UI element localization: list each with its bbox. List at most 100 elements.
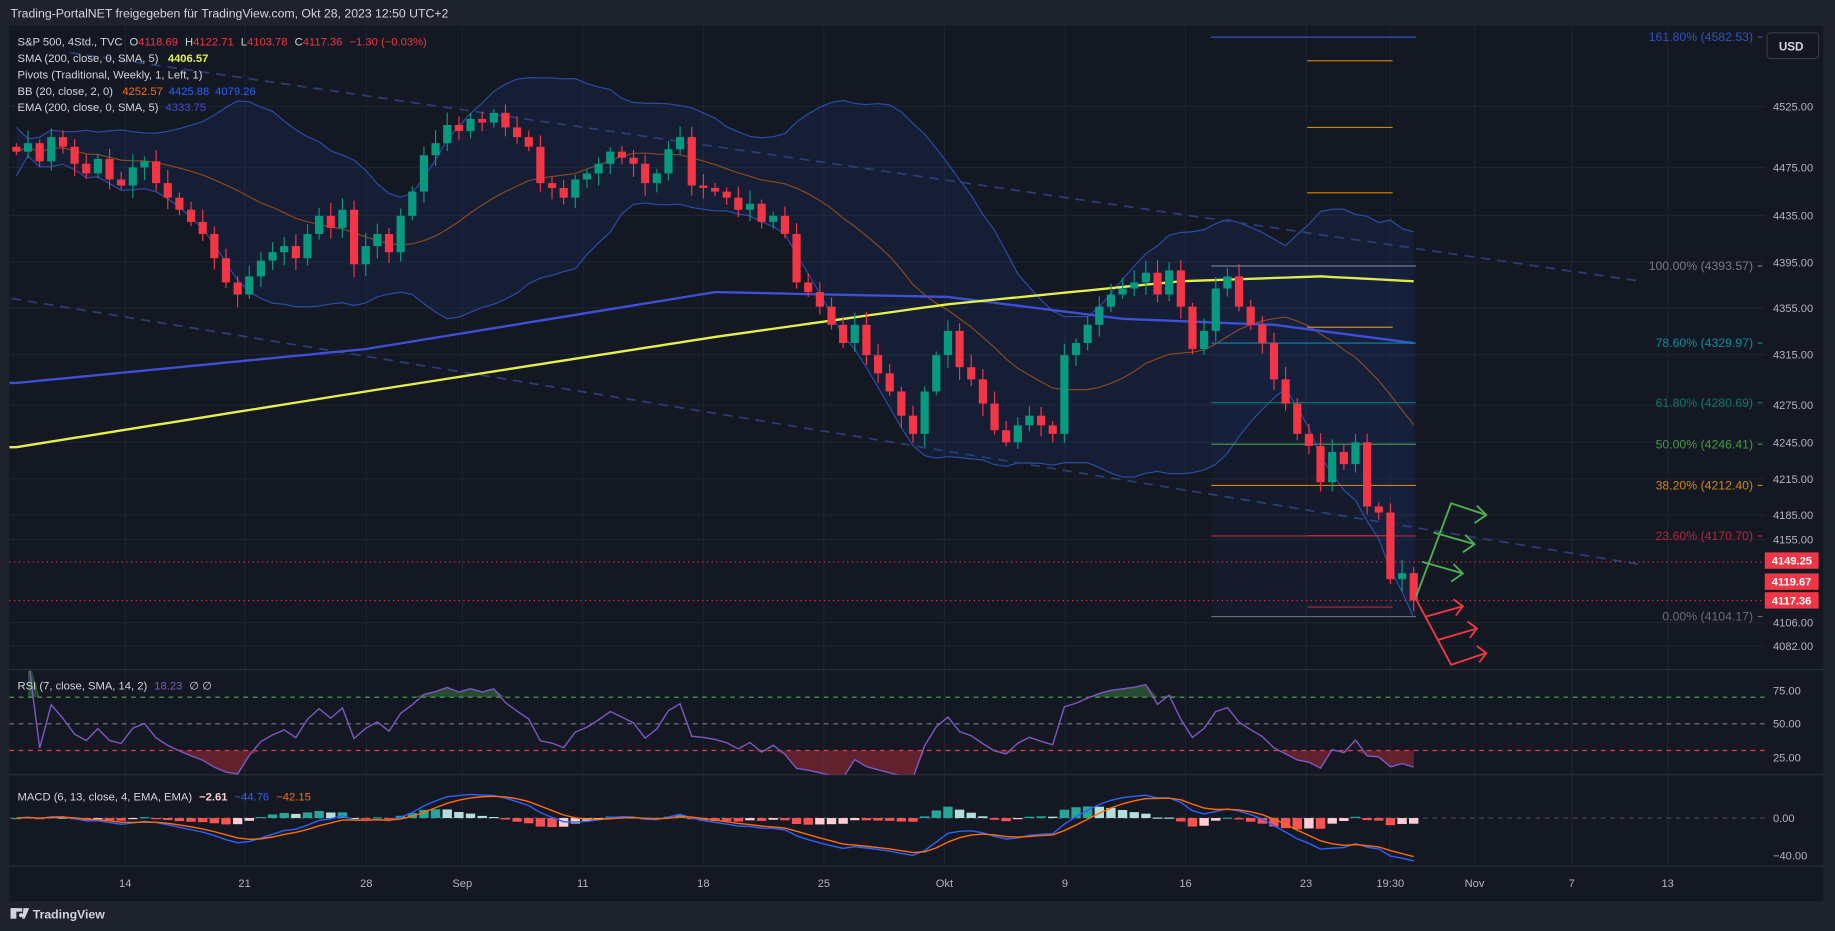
macd-histogram-bar xyxy=(186,818,196,822)
fib-retracement[interactable] xyxy=(1211,36,1417,618)
macd-histogram-bar xyxy=(174,818,185,822)
price-tag[interactable] xyxy=(1764,573,1819,590)
candle xyxy=(431,130,440,166)
macd-histogram-bar xyxy=(279,813,289,819)
candle-body xyxy=(710,187,720,192)
candle xyxy=(559,179,568,205)
macd-histogram-bar xyxy=(198,818,208,823)
legend-bb[interactable]: BB (20, close, 2, 0) 4252.57 4425.88 4079.2… xyxy=(18,86,256,98)
bullish-arrows-drawing[interactable] xyxy=(1415,502,1488,598)
legend-pivots[interactable]: Pivots (Traditional, Weekly, 1, Left, 1) xyxy=(18,69,203,81)
candle xyxy=(967,354,976,387)
price-tag[interactable] xyxy=(1764,552,1819,569)
candle-body xyxy=(443,124,452,144)
macd-histogram-bar xyxy=(326,812,336,819)
macd-histogram-bar xyxy=(1129,812,1139,819)
candle xyxy=(175,192,184,216)
candle-body xyxy=(303,233,312,259)
channel-lower-line[interactable] xyxy=(11,297,1639,565)
candle xyxy=(804,273,813,297)
candle-body xyxy=(58,137,68,147)
price-axis-label: 4215.00 xyxy=(1773,474,1813,486)
macd-histogram-bar xyxy=(1048,816,1058,819)
legend-ohlc[interactable]: S&P 500, 4Std., TVC O4118.69 H4122.71 L4103… xyxy=(18,37,427,49)
currency-button[interactable] xyxy=(1766,32,1820,60)
macd-histogram-bar xyxy=(1304,818,1314,829)
candle-body xyxy=(978,379,987,404)
macd-histogram-bar xyxy=(733,818,744,822)
candle xyxy=(489,109,498,128)
macd-histogram-bar xyxy=(93,818,103,820)
candle-body xyxy=(512,127,522,138)
time-axis-label: 11 xyxy=(577,878,589,890)
channel-upper-line[interactable] xyxy=(70,51,1639,282)
bearish-arrows-drawing[interactable] xyxy=(1415,598,1488,666)
candle xyxy=(326,202,335,239)
candle xyxy=(1002,420,1011,447)
candle xyxy=(1409,567,1418,612)
candle-body xyxy=(757,203,766,222)
macd-histogram-bar xyxy=(1234,818,1244,820)
macd-histogram-bar xyxy=(349,817,359,820)
candle xyxy=(757,199,766,229)
candle xyxy=(664,140,673,181)
macd-histogram-bar xyxy=(1350,816,1361,819)
candle xyxy=(93,153,102,179)
macd-legend[interactable]: MACD (6, 13, close, 4, EMA, EMA) −2.61 −44… xyxy=(18,791,311,803)
macd-histogram-bar xyxy=(861,818,872,821)
price-axis-label: 4155.00 xyxy=(1773,535,1813,547)
candle xyxy=(35,139,44,167)
candle-body xyxy=(280,246,289,253)
candle xyxy=(1211,276,1220,342)
macd-histogram-bar xyxy=(430,809,441,819)
candle xyxy=(687,127,696,196)
candle-body xyxy=(536,146,545,184)
rsi-legend[interactable]: RSI (7, close, SMA, 14, 2) 18.23 ∅ ∅ xyxy=(18,680,212,692)
candle-body xyxy=(571,179,580,198)
candle-body xyxy=(419,155,429,192)
time-axis-label: 23 xyxy=(1300,878,1312,890)
candle-body xyxy=(1002,430,1011,443)
legend-sma[interactable]: SMA (200, close, 0, SMA, 5) 4406.57 xyxy=(18,53,209,65)
candle-body xyxy=(524,137,533,147)
macd-histogram-bar xyxy=(58,817,68,819)
macd-histogram-bar xyxy=(803,818,813,825)
candle xyxy=(245,265,254,299)
time-axis-label: 19:30 xyxy=(1376,878,1404,890)
macd-histogram-bar xyxy=(1036,816,1046,819)
candle-body xyxy=(1048,425,1057,434)
price-axis-label: 4435.00 xyxy=(1773,210,1813,222)
candle-body xyxy=(233,282,242,295)
macd-histogram-bar xyxy=(116,818,126,821)
time-axis-label: 14 xyxy=(119,878,131,890)
macd-histogram-bar xyxy=(908,818,918,822)
price-tag[interactable] xyxy=(1764,592,1819,609)
candle-body xyxy=(1293,403,1302,434)
candle xyxy=(1339,443,1348,470)
candle xyxy=(338,198,347,238)
candle xyxy=(349,200,359,278)
tradingview-logo[interactable]: TradingView xyxy=(10,908,106,922)
macd-histogram-bar xyxy=(1106,807,1116,819)
candle-body xyxy=(1106,294,1116,307)
macd-line xyxy=(16,793,1414,862)
fib-level-label: 38.20% (4212.40) xyxy=(1656,479,1754,493)
candle-body xyxy=(152,161,161,184)
candle xyxy=(1153,260,1162,303)
candle-body xyxy=(70,146,79,164)
candle xyxy=(594,157,603,186)
candle xyxy=(1060,343,1069,444)
candle-body xyxy=(186,209,196,222)
candle xyxy=(1223,267,1232,297)
macd-histogram-bar xyxy=(1141,813,1151,819)
legend-ema[interactable]: EMA (200, close, 0, SMA, 5) 4333.75 xyxy=(18,102,207,114)
footer-bar xyxy=(0,901,1835,931)
candle xyxy=(920,386,929,447)
candle-body xyxy=(1246,306,1255,325)
candle-body xyxy=(47,137,56,162)
price-axis-label: 4355.00 xyxy=(1773,303,1813,315)
macd-histogram-bar xyxy=(1211,818,1221,821)
chart-area xyxy=(9,25,1824,902)
candle-body xyxy=(1269,343,1279,380)
